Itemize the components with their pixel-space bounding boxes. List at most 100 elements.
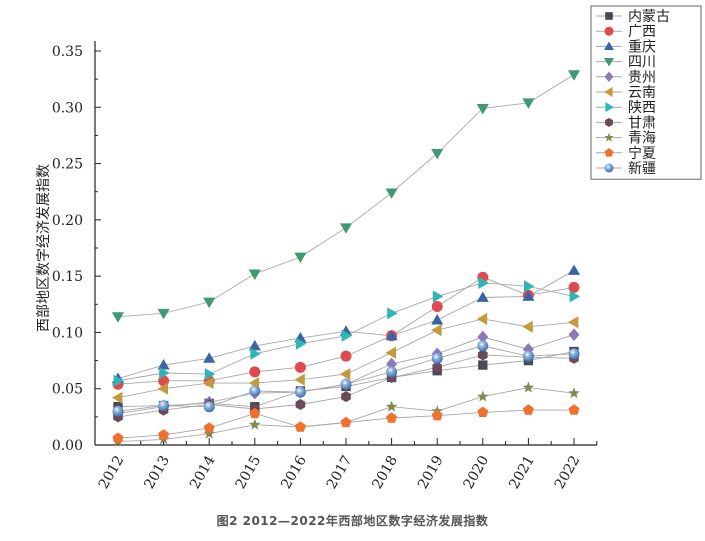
sphere-marker (386, 366, 398, 378)
pentagon-marker (203, 422, 215, 433)
circle-marker (431, 301, 443, 313)
sphere-marker (340, 378, 352, 390)
y-tick-label: 0.15 (52, 269, 83, 285)
y-tick-label: 0.20 (52, 213, 83, 229)
triangle-up-icon (604, 41, 614, 50)
triangle-up-marker (385, 329, 398, 341)
pentagon-marker (568, 404, 580, 415)
triangle-down-marker (157, 308, 170, 320)
y-tick-label: 0.05 (52, 382, 83, 398)
series-markers-group (112, 404, 580, 443)
y-tick-label: 0.10 (52, 325, 83, 341)
triangle-right-marker (296, 337, 307, 350)
star-marker (203, 427, 215, 439)
x-tick-label: 2019 (415, 453, 447, 492)
legend-label: 重庆 (628, 39, 656, 55)
x-tick-label: 2018 (369, 453, 401, 492)
triangle-left-marker (339, 368, 351, 381)
triangle-down-marker (385, 188, 398, 199)
star-marker (477, 390, 489, 402)
legend-label: 陕西 (628, 100, 656, 116)
circle-marker (568, 281, 580, 293)
sphere-icon (604, 163, 614, 173)
x-tick-label: 2013 (141, 453, 173, 492)
legend-label: 新疆 (628, 161, 656, 177)
circle-marker (249, 366, 261, 378)
y-tick-label: 0.30 (52, 100, 83, 116)
triangle-down-icon (604, 58, 614, 67)
triangle-right-icon (605, 102, 614, 113)
pentagon-marker (158, 429, 170, 440)
triangle-right-marker (569, 290, 581, 303)
hexagon-icon (605, 117, 613, 127)
triangle-down-marker (339, 223, 353, 234)
pentagon-marker (294, 421, 306, 432)
square-marker (478, 360, 488, 370)
triangle-down-marker (567, 70, 581, 81)
legend-label: 甘肃 (628, 115, 656, 131)
y-tick-label: 0.00 (52, 438, 83, 454)
triangle-down-marker (476, 104, 489, 115)
triangle-right-marker (250, 347, 261, 360)
triangle-up-marker (248, 339, 261, 351)
triangle-up-marker (203, 352, 216, 363)
star-marker (522, 381, 535, 393)
triangle-left-marker (567, 316, 579, 329)
star-marker (385, 400, 398, 412)
pentagon-marker (477, 406, 489, 417)
y-tick-label: 0.35 (52, 44, 83, 60)
pentagon-marker (386, 412, 398, 423)
figure-caption: 图2 2012—2022年西部地区数字经济发展指数 (216, 514, 489, 528)
star-marker (249, 418, 261, 430)
sphere-marker (431, 352, 443, 364)
triangle-down-marker (248, 269, 261, 280)
triangle-up-marker (431, 313, 444, 325)
series-markers (111, 70, 581, 447)
sphere-marker (568, 348, 580, 360)
pentagon-marker (112, 432, 124, 443)
x-tick-label: 2020 (461, 453, 493, 492)
triangle-left-marker (157, 382, 168, 395)
sphere-marker (477, 340, 489, 352)
star-icon (604, 132, 614, 142)
sphere-marker (522, 350, 534, 362)
sphere-marker (249, 385, 261, 397)
circle-marker (340, 350, 352, 362)
triangle-up-marker (522, 290, 535, 301)
triangle-down-marker (522, 98, 535, 109)
square-icon (605, 12, 613, 20)
hexagon-marker (341, 391, 351, 403)
x-tick-label: 2017 (324, 453, 356, 492)
triangle-right-marker (432, 290, 444, 303)
triangle-left-icon (604, 87, 613, 97)
sphere-marker (158, 400, 170, 412)
pentagon-marker (431, 410, 443, 421)
triangle-right-marker (204, 368, 216, 381)
hexagon-marker (478, 349, 488, 361)
triangle-right-marker (387, 307, 398, 320)
x-tick-label: 2014 (187, 453, 219, 492)
x-tick-label: 2016 (278, 453, 310, 492)
sphere-marker (294, 386, 306, 398)
triangle-up-marker (476, 291, 489, 302)
triangle-up-marker (157, 359, 170, 370)
sphere-marker (203, 401, 215, 413)
triangle-left-marker (294, 373, 305, 386)
legend-label: 云南 (628, 85, 656, 101)
triangle-down-marker (431, 149, 444, 160)
circle-icon (604, 26, 614, 36)
pentagon-marker (249, 407, 261, 419)
triangle-left-marker (385, 346, 396, 359)
legend-label: 宁夏 (628, 145, 656, 162)
pentagon-icon (604, 148, 614, 157)
hexagon-marker (295, 399, 306, 410)
x-tick-label: 2022 (552, 453, 584, 492)
triangle-left-marker (522, 320, 533, 333)
triangle-left-marker (203, 377, 214, 390)
diamond-marker (477, 330, 489, 344)
series-markers-group (113, 276, 581, 387)
legend-label: 广西 (628, 24, 656, 40)
diamond-marker (568, 328, 580, 342)
